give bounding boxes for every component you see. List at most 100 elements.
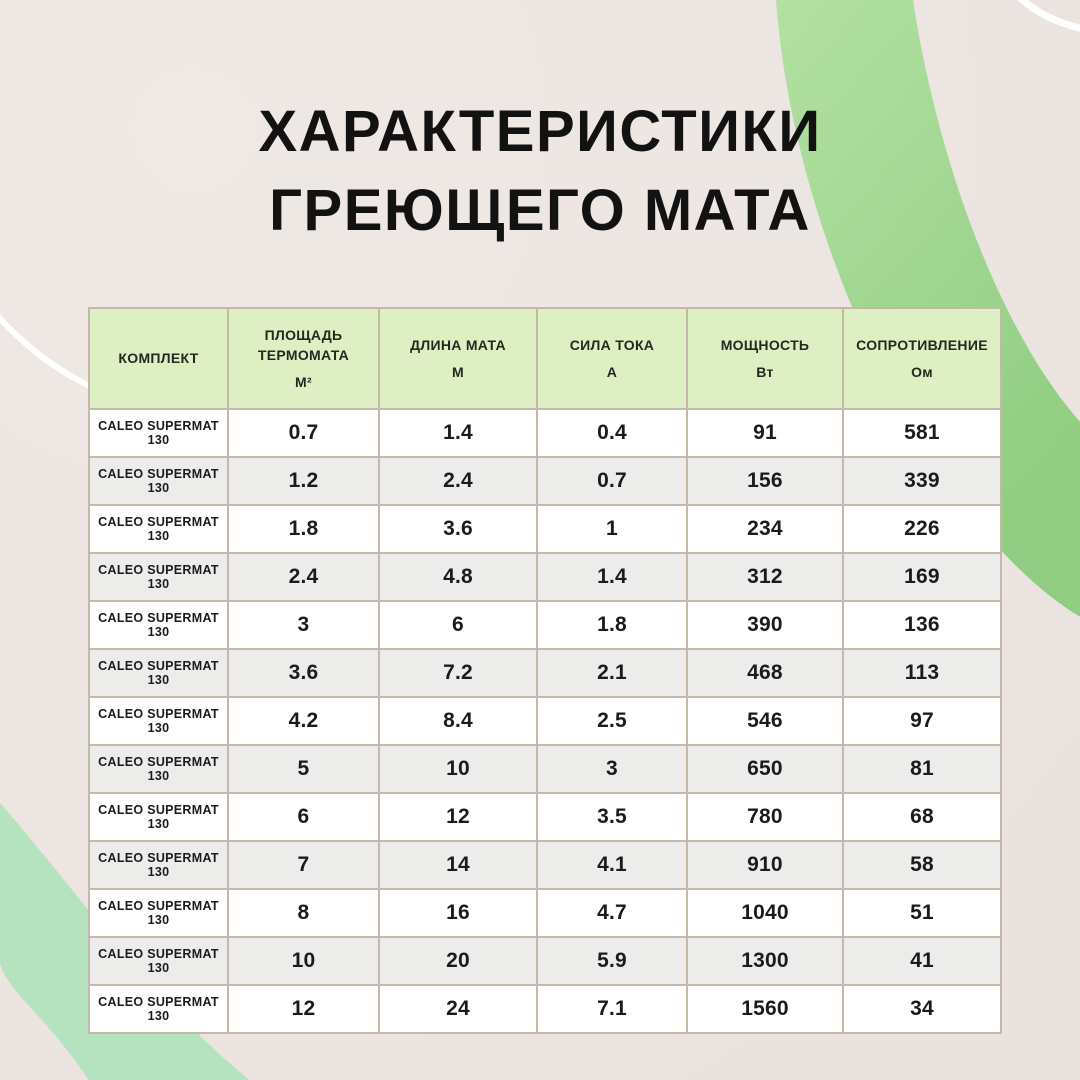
cell-resistance_ohm: 81	[842, 744, 1002, 794]
cell-resistance_ohm: 34	[842, 984, 1002, 1034]
cell-power_w: 1040	[686, 888, 844, 938]
table-row: CALEO SUPERMAT 130 6 12 3.5 780 68	[88, 792, 1002, 842]
cell-area_m2: 12	[227, 984, 380, 1034]
header-cell: КОМПЛЕКТ	[88, 307, 229, 410]
mint-arc-band	[0, 803, 250, 1080]
cell-current_a: 1	[536, 504, 688, 554]
cell-resistance_ohm: 51	[842, 888, 1002, 938]
cell-area_m2: 1.2	[227, 456, 380, 506]
header-label: ДЛИНА МАТА	[410, 337, 506, 354]
cell-current_a: 0.4	[536, 408, 688, 458]
header-cell: ДЛИНА МАТА М	[378, 307, 538, 410]
header-cell: МОЩНОСТЬ Вт	[686, 307, 844, 410]
cell-resistance_ohm: 41	[842, 936, 1002, 986]
cell-power_w: 91	[686, 408, 844, 458]
table-header-row: КОМПЛЕКТ ПЛОЩАДЬ ТЕРМОМАТА М² ДЛИНА МАТА М СИ…	[88, 307, 1002, 410]
table-row: CALEO SUPERMAT 130 1.2 2.4 0.7 156 339	[88, 456, 1002, 506]
cell-kit: CALEO SUPERMAT 130	[88, 984, 229, 1034]
cell-resistance_ohm: 581	[842, 408, 1002, 458]
cell-area_m2: 5	[227, 744, 380, 794]
cell-power_w: 1300	[686, 936, 844, 986]
cell-length_m: 7.2	[378, 648, 538, 698]
table-row: CALEO SUPERMAT 130 1.8 3.6 1 234 226	[88, 504, 1002, 554]
cell-resistance_ohm: 169	[842, 552, 1002, 602]
cell-power_w: 234	[686, 504, 844, 554]
cell-area_m2: 1.8	[227, 504, 380, 554]
header-unit: А	[606, 363, 618, 380]
cell-resistance_ohm: 339	[842, 456, 1002, 506]
cell-length_m: 12	[378, 792, 538, 842]
cell-power_w: 780	[686, 792, 844, 842]
header-label: СОПРОТИВЛЕНИЕ	[856, 337, 988, 354]
cell-length_m: 8.4	[378, 696, 538, 746]
header-unit: М	[452, 363, 464, 380]
cell-resistance_ohm: 226	[842, 504, 1002, 554]
table-row: CALEO SUPERMAT 130 12 24 7.1 1560 34	[88, 984, 1002, 1034]
cell-kit: CALEO SUPERMAT 130	[88, 696, 229, 746]
cell-length_m: 10	[378, 744, 538, 794]
cell-power_w: 910	[686, 840, 844, 890]
cell-current_a: 3	[536, 744, 688, 794]
cell-current_a: 1.8	[536, 600, 688, 650]
table-body: CALEO SUPERMAT 130 0.7 1.4 0.4 91 581 CALEO SU…	[88, 408, 1002, 1034]
cell-current_a: 4.1	[536, 840, 688, 890]
table-row: CALEO SUPERMAT 130 10 20 5.9 1300 41	[88, 936, 1002, 986]
header-label: КОМПЛЕКТ	[118, 350, 199, 367]
spec-table: КОМПЛЕКТ ПЛОЩАДЬ ТЕРМОМАТА М² ДЛИНА МАТА М СИ…	[88, 307, 1002, 1034]
header-cell: СОПРОТИВЛЕНИЕ Ом	[842, 307, 1002, 410]
cell-length_m: 14	[378, 840, 538, 890]
cell-length_m: 16	[378, 888, 538, 938]
cell-length_m: 3.6	[378, 504, 538, 554]
cell-resistance_ohm: 97	[842, 696, 1002, 746]
cell-resistance_ohm: 136	[842, 600, 1002, 650]
header-unit: М²	[295, 373, 312, 390]
cell-kit: CALEO SUPERMAT 130	[88, 936, 229, 986]
cell-area_m2: 2.4	[227, 552, 380, 602]
cell-kit: CALEO SUPERMAT 130	[88, 552, 229, 602]
cell-current_a: 0.7	[536, 456, 688, 506]
header-cell: СИЛА ТОКА А	[536, 307, 688, 410]
cell-kit: CALEO SUPERMAT 130	[88, 888, 229, 938]
cell-resistance_ohm: 68	[842, 792, 1002, 842]
cell-length_m: 24	[378, 984, 538, 1034]
table-row: CALEO SUPERMAT 130 7 14 4.1 910 58	[88, 840, 1002, 890]
cell-current_a: 4.7	[536, 888, 688, 938]
cell-length_m: 20	[378, 936, 538, 986]
cell-power_w: 312	[686, 552, 844, 602]
cell-current_a: 5.9	[536, 936, 688, 986]
header-label: МОЩНОСТЬ	[720, 337, 810, 354]
header-label: ПЛОЩАДЬ ТЕРМОМАТА	[257, 327, 350, 364]
table-row: CALEO SUPERMAT 130 4.2 8.4 2.5 546 97	[88, 696, 1002, 746]
header-label: СИЛА ТОКА	[569, 337, 655, 354]
cell-power_w: 546	[686, 696, 844, 746]
table-row: CALEO SUPERMAT 130 3 6 1.8 390 136	[88, 600, 1002, 650]
cell-length_m: 1.4	[378, 408, 538, 458]
cell-area_m2: 3	[227, 600, 380, 650]
cell-power_w: 468	[686, 648, 844, 698]
table-header: КОМПЛЕКТ ПЛОЩАДЬ ТЕРМОМАТА М² ДЛИНА МАТА М СИ…	[88, 307, 1002, 410]
header-unit: Вт	[756, 363, 774, 380]
cell-area_m2: 4.2	[227, 696, 380, 746]
page-title-line1: ХАРАКТЕРИСТИКИ	[258, 99, 822, 164]
table-row: CALEO SUPERMAT 130 2.4 4.8 1.4 312 169	[88, 552, 1002, 602]
cell-length_m: 2.4	[378, 456, 538, 506]
cell-kit: CALEO SUPERMAT 130	[88, 408, 229, 458]
cell-kit: CALEO SUPERMAT 130	[88, 504, 229, 554]
cell-current_a: 2.1	[536, 648, 688, 698]
table-row: CALEO SUPERMAT 130 3.6 7.2 2.1 468 113	[88, 648, 1002, 698]
header-cell: ПЛОЩАДЬ ТЕРМОМАТА М²	[227, 307, 380, 410]
table-row: CALEO SUPERMAT 130 5 10 3 650 81	[88, 744, 1002, 794]
cell-length_m: 6	[378, 600, 538, 650]
cell-current_a: 7.1	[536, 984, 688, 1034]
cell-power_w: 650	[686, 744, 844, 794]
cell-kit: CALEO SUPERMAT 130	[88, 648, 229, 698]
cell-power_w: 390	[686, 600, 844, 650]
cell-current_a: 2.5	[536, 696, 688, 746]
white-arc-top-right	[1017, 0, 1080, 32]
cell-power_w: 156	[686, 456, 844, 506]
cell-power_w: 1560	[686, 984, 844, 1034]
cell-kit: CALEO SUPERMAT 130	[88, 840, 229, 890]
cell-area_m2: 8	[227, 888, 380, 938]
cell-kit: CALEO SUPERMAT 130	[88, 744, 229, 794]
